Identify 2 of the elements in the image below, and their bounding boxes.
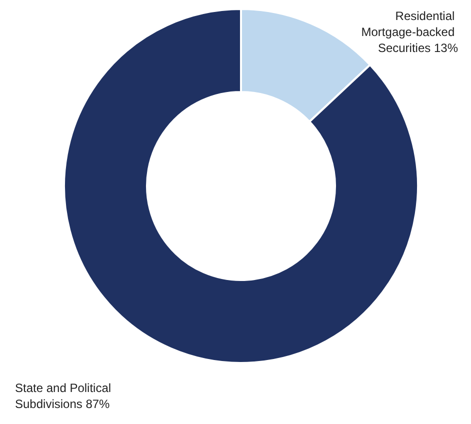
slice-label: State and Political Subdivisions 87% — [15, 381, 114, 411]
slice-label: Residential Mortgage-backed Securities 13% — [361, 9, 458, 55]
